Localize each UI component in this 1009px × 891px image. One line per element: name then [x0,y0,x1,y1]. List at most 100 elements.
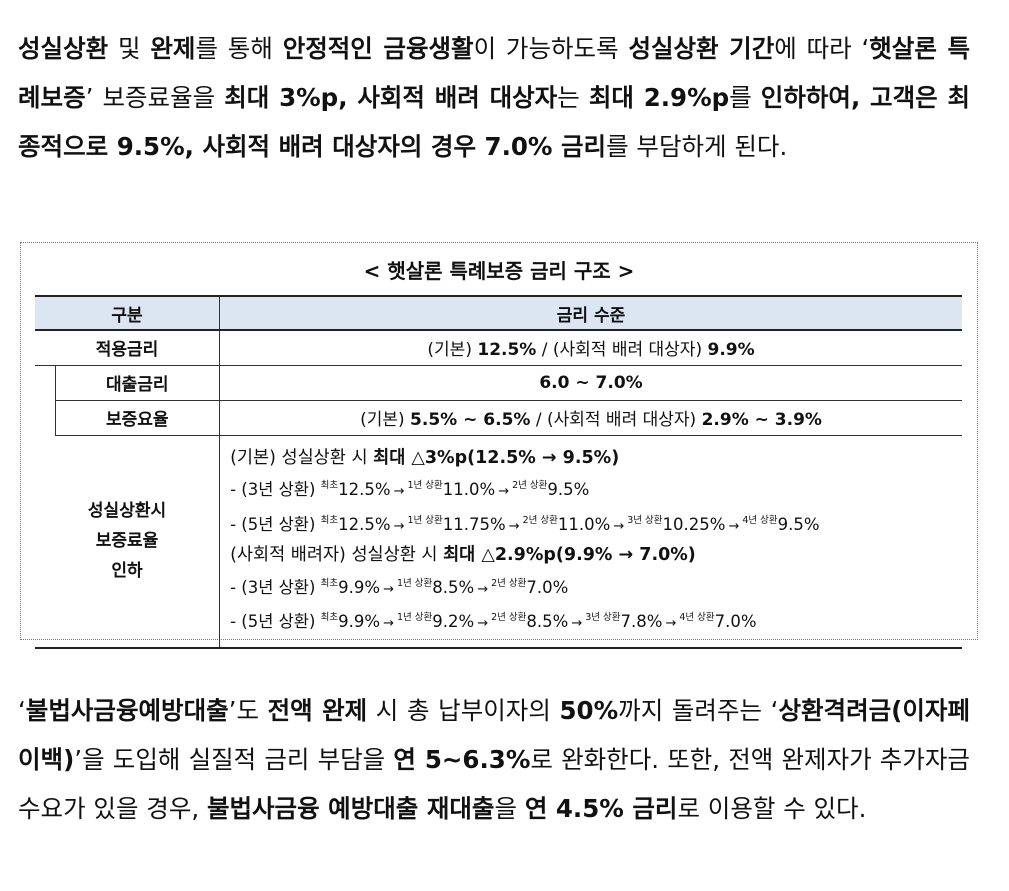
arrow-icon: → [665,616,677,631]
text: / (사회적 배려 대상자) [530,410,702,430]
superscript: 최초 [320,514,339,526]
arrow-icon: → [477,581,489,597]
header-rate-level: 금리 수준 [219,295,962,331]
text: / (사회적 배려 대상자) [536,340,708,361]
text-bold: 12.5% [477,340,537,361]
arrow-icon: → [393,518,405,534]
rate-value: 7.0% [526,577,569,597]
text: 를 부담하게 된다. [606,132,788,161]
basic-3y-line: - (3년 상환) 최초12.5% → 1년 상환11.0% → 2년 상환9.5% [230,472,962,507]
text: - (5년 상환) [230,612,321,631]
row-value-loan: 6.0 ~ 7.0% [219,365,962,401]
superscript: 최초 [320,480,339,491]
row-value-reduction: (기본) 성실상환 시 최대 △3%p(12.5% → 9.5%) - (3년 … [219,435,962,649]
text-bold: 50% [559,696,619,725]
rate-value: 11.0% [557,514,611,534]
arrow-icon: → [571,616,583,631]
text-bold: 최대 2.9%p [588,83,730,112]
basic-head-line: (기본) 성실상환 시 최대 △3%p(12.5% → 9.5%) [230,444,962,473]
arrow-icon: → [477,616,489,631]
rate-table: 구분 금리 수준 적용금리 (기본) 12.5% / (사회적 배려 대상자) … [35,295,962,649]
indent-spacer [35,365,55,435]
superscript: 4년 상환 [742,514,778,526]
arrow-icon: → [393,484,405,499]
rate-value: 9.9% [338,612,381,631]
social-5y-line: - (5년 상환) 최초9.9% → 1년 상환9.2% → 2년 상환8.5% → 3년 … [230,604,962,639]
text: (기본) [360,410,411,430]
text: 에 따라 ‘ [774,34,870,63]
table-row: 대출금리 6.0 ~ 7.0% [35,365,962,401]
superscript: 2년 상환 [512,480,548,491]
text-bold: 불법사금융예방대출 [25,696,229,725]
rate-value: 12.5% [338,514,391,534]
superscript: 1년 상환 [396,577,433,589]
row-label-applied: 적용금리 [35,330,221,366]
text: - (3년 상환) [230,480,321,499]
rate-value: 9.2% [432,612,475,631]
text-bold: 전액 완제 [267,696,368,725]
text-bold: 불법사금융 예방대출 재대출 [206,794,495,823]
text: 보증료율 [95,531,159,551]
superscript: 2년 상환 [491,612,527,623]
superscript: 1년 상환 [407,514,443,526]
text-bold: 연 4.5% 금리 [524,794,678,823]
rate-value: 9.5% [547,480,590,499]
rate-value: 7.0% [714,612,757,631]
text: 를 [729,83,761,112]
text-bold: 햇살론 특례보증 [18,34,970,112]
arrow-icon: → [613,518,625,534]
text: 성실상환시 [87,501,167,521]
rate-value: 12.5% [338,480,391,499]
text: 로 완화한다. 또한, 전액 완제자가 추가자금 수요가 있을 경우, [18,745,970,823]
superscript: 2년 상환 [491,577,527,589]
text-bold: 상환격려금(이자페이백) [18,696,970,774]
text-bold: 인하하여, 고객은 최종적으로 9.5%, 사회적 배려 대상자의 경우 7.0… [18,83,970,161]
superscript: 최초 [320,612,339,623]
rate-value: 7.8% [620,612,663,631]
rate-value: 11.0% [442,480,496,499]
superscript: 2년 상환 [522,514,558,526]
text-bold: 완제 [150,34,196,63]
rate-value: 10.25% [662,514,726,534]
text: 및 [108,34,151,63]
superscript: 1년 상환 [407,480,443,491]
text-bold: 최대 3%p, 사회적 배려 대상자 [224,83,558,112]
table-row: 성실상환시 보증료율 인하 (기본) 성실상환 시 최대 △3%p(12.5% … [35,435,962,649]
text: 인하 [111,561,143,581]
text-bold: 2.9% ~ 3.9% [701,410,822,430]
superscript: 3년 상환 [627,514,663,526]
text-bold: 5.5% ~ 6.5% [410,410,531,430]
text-bold: 최대 △2.9%p(9.9% → 7.0%) [443,545,696,565]
row-label-loan: 대출금리 [54,365,221,401]
superscript: 최초 [320,577,339,589]
text: ’도 [228,696,268,725]
text: - (3년 상환) [230,577,321,597]
row-label-fee: 보증요율 [54,400,221,436]
text: 를 통해 [195,34,283,63]
header-category: 구분 [35,295,221,331]
row-label-reduction: 성실상환시 보증료율 인하 [35,435,221,649]
basic-5y-line: - (5년 상환) 최초12.5% → 1년 상환11.75% → 2년 상환11.0%… [230,507,962,542]
text-bold: 9.9% [707,340,755,361]
text: ‘ [18,696,26,725]
superscript: 1년 상환 [396,612,433,623]
paragraph-payback: ‘불법사금융예방대출’도 전액 완제 시 총 납부이자의 50%까지 돌려주는 … [18,686,970,833]
social-head-line: (사회적 배려자) 성실상환 시 최대 △2.9%p(9.9% → 7.0%) [230,541,962,570]
text-bold: 최대 △3%p(12.5% → 9.5%) [373,447,620,468]
text: ’을 도입해 실질적 금리 부담을 [74,745,394,774]
text-bold: 성실상환 기간 [628,34,775,63]
arrow-icon: → [498,484,510,499]
text: 시 총 납부이자의 [367,696,560,725]
text: (기본) [427,340,478,361]
table-row: 적용금리 (기본) 12.5% / (사회적 배려 대상자) 9.9% [35,330,962,366]
text: (기본) 성실상환 시 [230,447,374,468]
text: 을 [494,794,525,823]
arrow-icon: → [383,616,394,631]
table-row: 보증요율 (기본) 5.5% ~ 6.5% / (사회적 배려 대상자) 2.9… [35,400,962,436]
text: 로 이용할 수 있다. [677,794,867,823]
arrow-icon: → [728,518,740,534]
rate-value: 8.5% [526,612,569,631]
text: (사회적 배려자) 성실상환 시 [230,545,444,565]
superscript: 3년 상환 [585,612,621,623]
text: ’ 보증료율을 [85,83,225,112]
